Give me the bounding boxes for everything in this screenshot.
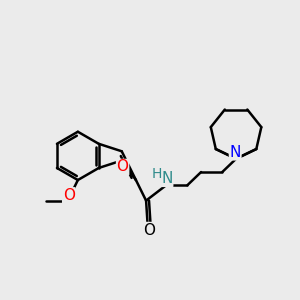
- Text: O: O: [117, 160, 129, 175]
- Text: O: O: [143, 223, 155, 238]
- Text: H: H: [152, 167, 162, 181]
- Text: N: N: [230, 145, 241, 160]
- Text: N: N: [161, 171, 173, 186]
- Text: O: O: [63, 188, 75, 203]
